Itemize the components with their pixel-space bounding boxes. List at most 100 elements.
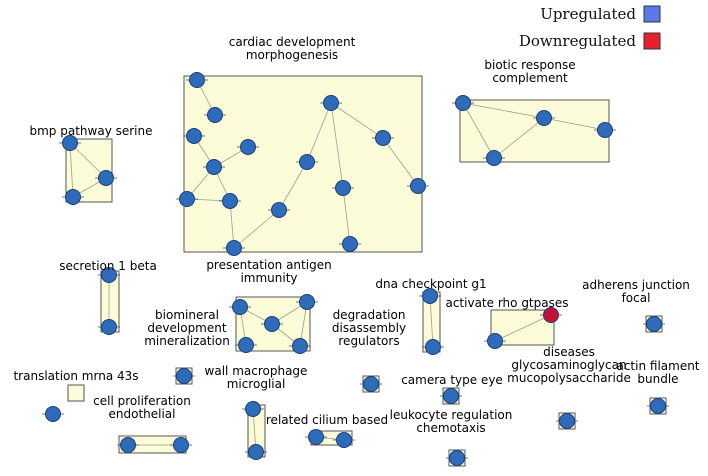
gene-set-node-cardiac-5[interactable] (323, 95, 339, 111)
edge-bmp (69, 142, 74, 198)
cluster-label-cardiac: morphogenesis (246, 48, 338, 62)
gene-set-node-cardiac-13[interactable] (226, 240, 242, 256)
gene-set-node-cardiac-0[interactable] (189, 72, 205, 88)
cluster-label-prolif: endothelial (109, 407, 176, 421)
gene-set-node-bmp-1[interactable] (98, 170, 114, 186)
gene-set-node-biotic-3[interactable] (486, 150, 502, 166)
gene-set-node-diseases-0[interactable] (559, 413, 575, 429)
edge-biotic (462, 102, 495, 159)
edge-dna (429, 295, 434, 348)
edge-biotic (462, 102, 545, 119)
cluster-label-degradation: disassembly (332, 321, 406, 335)
gene-set-node-leukocyte-0[interactable] (449, 450, 465, 466)
edge-rho (494, 314, 552, 342)
gene-set-node-cardiac-2[interactable] (186, 128, 202, 144)
cluster-label-prolif: cell proliferation (93, 394, 191, 408)
gene-set-node-cardiac-11[interactable] (335, 180, 351, 196)
cluster-label-biomineral: biomineral (155, 308, 219, 322)
gene-set-node-cardiac-1[interactable] (207, 107, 223, 123)
gene-set-node-cardiac-12[interactable] (410, 178, 426, 194)
gene-set-node-adherens-0[interactable] (646, 316, 662, 332)
gene-set-node-cardiac-6[interactable] (375, 130, 391, 146)
gene-set-node-presentation-2[interactable] (264, 316, 280, 332)
gene-set-node-degradation-0[interactable] (363, 376, 379, 392)
legend-upregulated-label: Upregulated (540, 5, 636, 23)
cluster-label-biotic: biotic response (484, 58, 575, 72)
edge-cardiac (306, 102, 332, 163)
cluster-label-bmp: bmp pathway serine (30, 124, 153, 138)
cluster-label-secretion: secretion 1 beta (59, 259, 157, 273)
gene-set-node-prolif-1[interactable] (173, 437, 189, 453)
gene-set-node-wall-1[interactable] (248, 444, 264, 460)
legend-downregulated-label: Downregulated (519, 32, 637, 50)
gene-set-node-cilium-0[interactable] (308, 429, 324, 445)
edge-biotic (543, 117, 606, 131)
gene-set-node-cardiac-7[interactable] (299, 154, 315, 170)
legend-downregulated-swatch (643, 32, 661, 50)
cluster-label-dna: dna checkpoint g1 (375, 277, 486, 291)
cluster-label-diseases: diseases (543, 345, 595, 359)
gene-set-node-presentation-0[interactable] (299, 294, 315, 310)
gene-set-node-bmp-0[interactable] (62, 135, 78, 151)
edge-cardiac (330, 102, 384, 139)
cluster-label-diseases: mucopolysaccharide (507, 371, 631, 385)
cluster-label-biomineral: development (147, 321, 226, 335)
cluster-label-wall: microglial (227, 377, 286, 391)
gene-set-node-biotic-2[interactable] (597, 122, 613, 138)
cluster-label-rho: activate rho gtpases (445, 296, 568, 310)
cluster-box-translation[interactable] (67, 384, 85, 402)
cluster-label-degradation: regulators (338, 334, 399, 348)
gene-set-node-cardiac-8[interactable] (179, 191, 195, 207)
gene-set-node-secretion-0[interactable] (101, 267, 117, 283)
gene-set-node-wall-0[interactable] (245, 401, 261, 417)
gene-set-node-cardiac-3[interactable] (240, 139, 256, 155)
gene-set-node-translation-0[interactable] (45, 406, 61, 422)
cluster-label-leukocyte: chemotaxis (416, 421, 485, 435)
gene-set-node-bmp-2[interactable] (65, 189, 81, 205)
gene-set-node-biomineral-0[interactable] (176, 368, 192, 384)
gene-set-node-biotic-1[interactable] (536, 110, 552, 126)
gene-set-node-actin-0[interactable] (650, 398, 666, 414)
gene-set-node-camera-0[interactable] (443, 388, 459, 404)
cluster-label-camera: camera type eye (401, 373, 503, 387)
cluster-label-leukocyte: leukocyte regulation (390, 408, 513, 422)
gene-set-node-presentation-3[interactable] (238, 337, 254, 353)
cluster-box-biotic[interactable] (459, 99, 610, 163)
edge-cardiac (382, 137, 419, 187)
gene-set-node-biotic-0[interactable] (455, 95, 471, 111)
cluster-label-diseases: glycosaminoglycan (511, 358, 626, 372)
gene-set-node-cardiac-9[interactable] (222, 193, 238, 209)
gene-set-node-cardiac-14[interactable] (342, 236, 358, 252)
gene-set-node-rho-1[interactable] (487, 333, 503, 349)
cluster-label-actin: bundle (637, 372, 678, 386)
gene-set-node-rho-0[interactable] (543, 307, 559, 323)
cluster-label-adherens: focal (622, 291, 651, 305)
cluster-label-adherens: adherens junction (582, 278, 690, 292)
cluster-label-presentation: immunity (240, 271, 297, 285)
legend-upregulated-swatch (643, 5, 661, 23)
cluster-label-actin: actin filament (616, 359, 699, 373)
gene-set-node-presentation-1[interactable] (232, 299, 248, 315)
edge-cardiac (278, 161, 308, 211)
cluster-label-translation: translation mrna 43s (13, 369, 138, 383)
cluster-label-cilium: related cilium based (266, 413, 388, 427)
cluster-label-presentation: presentation antigen (206, 258, 331, 272)
gene-set-node-prolif-0[interactable] (120, 437, 136, 453)
gene-set-node-cilium-1[interactable] (336, 432, 352, 448)
cluster-label-biomineral: mineralization (144, 334, 230, 348)
legend: Upregulated Downregulated (519, 5, 661, 50)
edge-biotic (493, 117, 545, 159)
gene-set-node-cardiac-10[interactable] (271, 202, 287, 218)
gene-set-node-dna-0[interactable] (422, 288, 438, 304)
edge-bmp (69, 142, 107, 179)
cluster-label-wall: wall macrophage (205, 364, 308, 378)
cluster-label-degradation: degradation (333, 308, 406, 322)
edge-cardiac (233, 209, 280, 249)
gene-set-node-dna-1[interactable] (425, 339, 441, 355)
gene-set-node-cardiac-4[interactable] (206, 159, 222, 175)
cluster-label-biotic: complement (492, 71, 568, 85)
gene-set-node-secretion-1[interactable] (101, 319, 117, 335)
gene-set-node-presentation-4[interactable] (292, 338, 308, 354)
